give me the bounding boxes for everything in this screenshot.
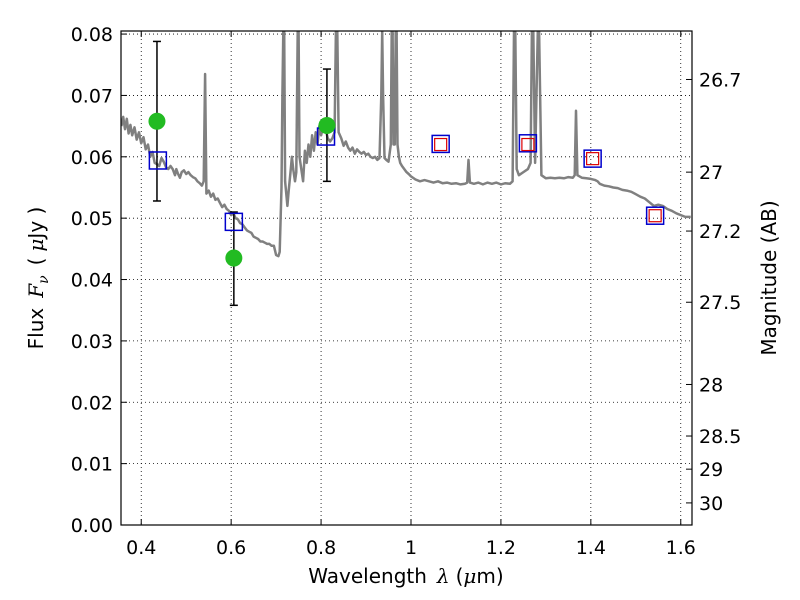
observed-point xyxy=(225,249,243,267)
y-tick-label: 0.07 xyxy=(71,85,113,107)
model-band-inner-square xyxy=(648,209,662,223)
right-tick-label: 26.7 xyxy=(699,69,741,91)
model-band-inner-square xyxy=(586,152,600,166)
observed-point xyxy=(318,117,336,135)
y-tick-label: 0.03 xyxy=(71,331,113,353)
y-tick-label: 0.02 xyxy=(71,392,113,414)
model-spectrum-line xyxy=(121,31,691,258)
x-tick-label: 1 xyxy=(405,537,417,559)
y-tick-label: 0.00 xyxy=(71,515,113,537)
y-tick-label: 0.04 xyxy=(71,270,113,292)
y-tick-label: 0.05 xyxy=(71,208,113,230)
y-tick-label: 0.08 xyxy=(71,24,113,46)
plot-frame xyxy=(120,30,693,526)
observed-point xyxy=(148,112,166,130)
observed-photometry xyxy=(148,112,336,267)
y-tick-label: 0.06 xyxy=(71,147,113,169)
model-band-square xyxy=(583,149,602,168)
axis-ticks: 0.4 0.6 0.8 1 1.2 1.4 1.6 0.00 0.01 0.02 0.03 0.04 0… xyxy=(71,24,742,559)
x-tick-label: 1.4 xyxy=(576,537,606,559)
right-tick-label: 27.5 xyxy=(699,292,741,314)
model-band-square xyxy=(224,212,244,232)
right-tick-label: 29 xyxy=(699,459,723,481)
x-axis-title: Wavelength λ (μm) xyxy=(308,564,503,588)
right-tick-label: 28.5 xyxy=(699,426,741,448)
model-band-square xyxy=(431,134,450,154)
model-band-square xyxy=(148,151,168,170)
x-tick-label: 0.6 xyxy=(216,537,246,559)
model-band-inner-square xyxy=(434,137,448,152)
model-band-inner-square xyxy=(521,137,535,152)
x-tick-label: 1.6 xyxy=(666,537,696,559)
x-tick-label: 0.8 xyxy=(306,537,336,559)
right-tick-label: 27 xyxy=(699,162,723,184)
right-tick-label: 28 xyxy=(699,374,723,396)
right-tick-label: 30 xyxy=(699,493,723,515)
x-tick-label: 0.4 xyxy=(126,537,156,559)
y-axis-title-left: FluxFν(μJy ) xyxy=(24,207,52,350)
y-tick-label: 0.01 xyxy=(71,454,113,476)
model-band-square xyxy=(645,206,665,225)
right-tick-label: 27.2 xyxy=(699,221,741,243)
model-band-square xyxy=(518,134,538,153)
x-tick-label: 1.2 xyxy=(486,537,516,559)
y-axis-title-right: Magnitude (AB) xyxy=(757,200,781,355)
